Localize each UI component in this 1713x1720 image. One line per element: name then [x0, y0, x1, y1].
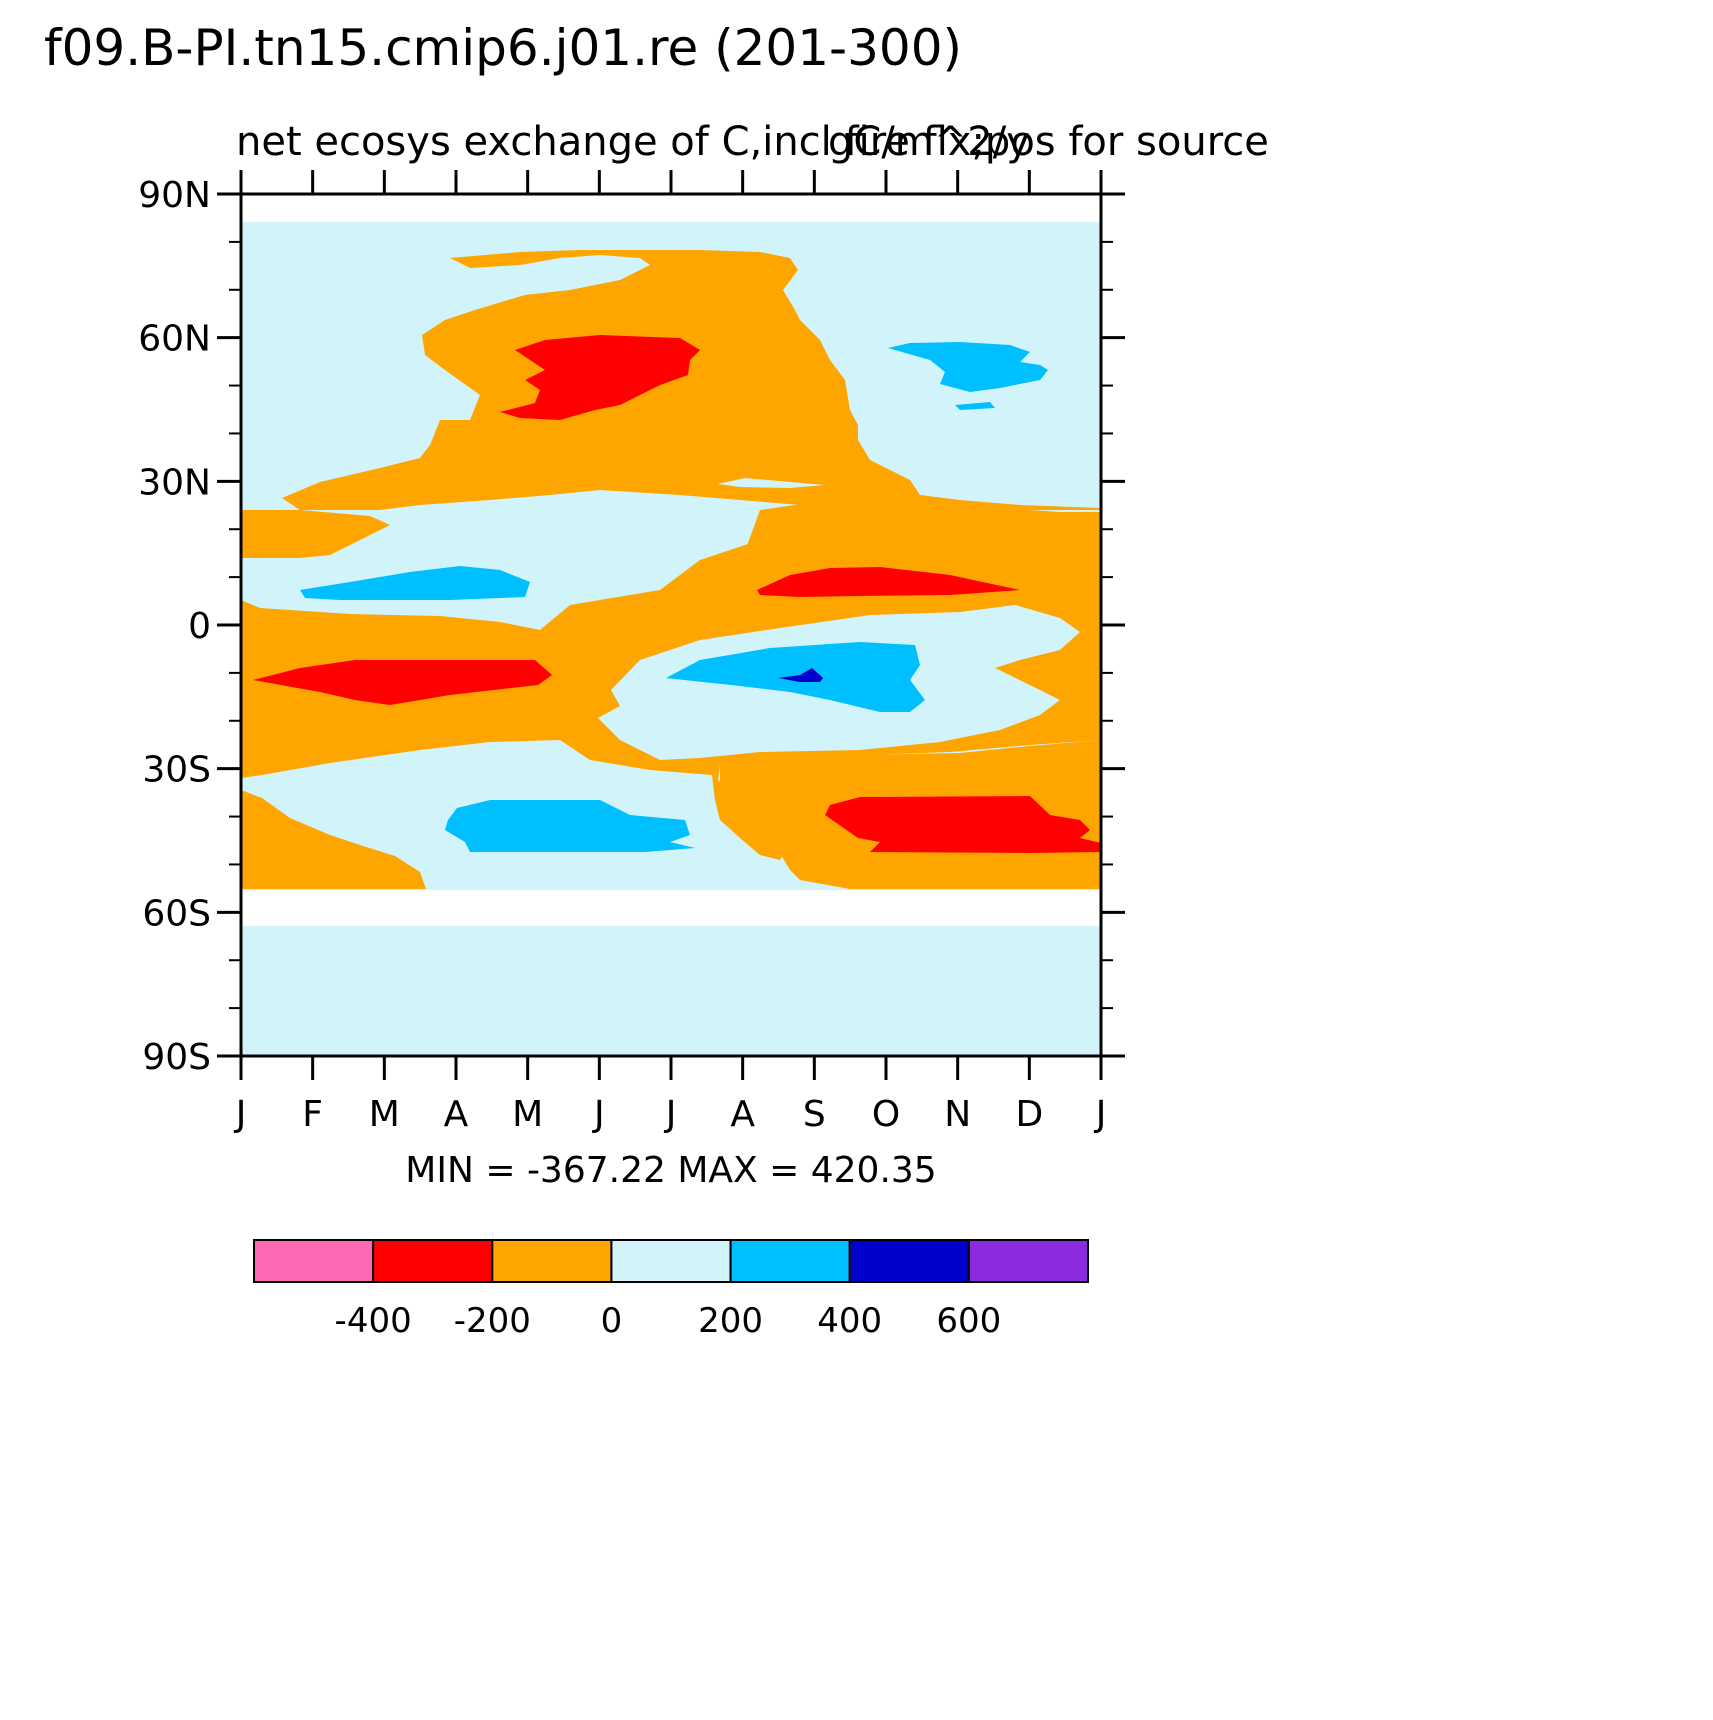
region-south-red [825, 796, 1101, 853]
region-south-midlat-orange [241, 790, 426, 889]
region-north-orange [282, 250, 1101, 510]
x-tick-label: M [369, 1094, 400, 1135]
colorbar-label: -200 [454, 1301, 531, 1341]
region-north-red [500, 335, 700, 420]
y-tick-label: 30S [142, 750, 211, 791]
y-tick-label: 30N [138, 462, 211, 503]
colorbar-label: -400 [335, 1301, 412, 1341]
colorbar-label: 200 [698, 1301, 763, 1341]
colorbar: -400 -200 0 200 400 600 [253, 1239, 1089, 1341]
no-data-band-north [241, 194, 1101, 222]
x-tick-label: O [872, 1094, 900, 1135]
region-north-tropics-red [757, 567, 1020, 597]
x-tick-label: A [444, 1094, 469, 1135]
colorbar-swatch [729, 1239, 851, 1283]
colorbar-swatch [967, 1239, 1089, 1283]
region-north-lightblue-sliver [718, 478, 825, 488]
axes: J F M A M J J A S O N D J 90N 60N 30N 0 30S 60S 90S [138, 170, 1125, 1135]
chart-title: f09.B-PI.tn15.cmip6.j01.re (201-300) [44, 19, 962, 77]
x-tick-label: M [512, 1094, 543, 1135]
colorbar-swatch [372, 1239, 494, 1283]
colorbar-label: 0 [601, 1301, 623, 1341]
x-tick-label: S [803, 1094, 826, 1135]
y-tick-label: 60S [142, 893, 211, 934]
colorbar-swatch [610, 1239, 732, 1283]
x-tick-label: N [944, 1094, 971, 1135]
x-tick-label: J [592, 1094, 605, 1135]
colorbar-swatch [848, 1239, 970, 1283]
region-south-blue [445, 800, 695, 852]
colorbar-swatch [253, 1239, 375, 1283]
x-tick-label: J [664, 1094, 677, 1135]
region-north-blue [888, 342, 1048, 392]
y-tick-label: 90N [138, 175, 211, 216]
chart-subtitle-right: gC/m^2/y [828, 119, 1030, 165]
x-tick-label: A [730, 1094, 755, 1135]
x-tick-label: F [302, 1094, 323, 1135]
region-tropical-red [253, 660, 552, 705]
no-data-band-south [241, 890, 1101, 926]
y-tick-label: 0 [188, 606, 211, 647]
x-tick-label: D [1015, 1094, 1043, 1135]
region-north-lightblue-sliver-2 [452, 282, 530, 289]
y-tick-label: 90S [142, 1037, 211, 1078]
region-north-tropics-orange [241, 510, 390, 558]
stats-text: MIN = -367.22 MAX = 420.35 [405, 1150, 936, 1191]
colorbar-label: 600 [936, 1301, 1001, 1341]
colorbar-swatch [491, 1239, 613, 1283]
region-tropical-darkblue [778, 668, 823, 682]
region-north-blue-small [955, 402, 995, 410]
colorbar-label: 400 [817, 1301, 882, 1341]
x-tick-label: J [234, 1094, 247, 1135]
region-north-tropics-orange-east [740, 500, 1101, 574]
x-tick-label: J [1094, 1094, 1107, 1135]
chart-subtitle-left: net ecosys exchange of C,incl fire flx;p… [236, 119, 1269, 165]
plot-area [241, 194, 1101, 1056]
y-tick-label: 60N [138, 319, 211, 360]
region-north-tropics-blue [300, 566, 530, 600]
